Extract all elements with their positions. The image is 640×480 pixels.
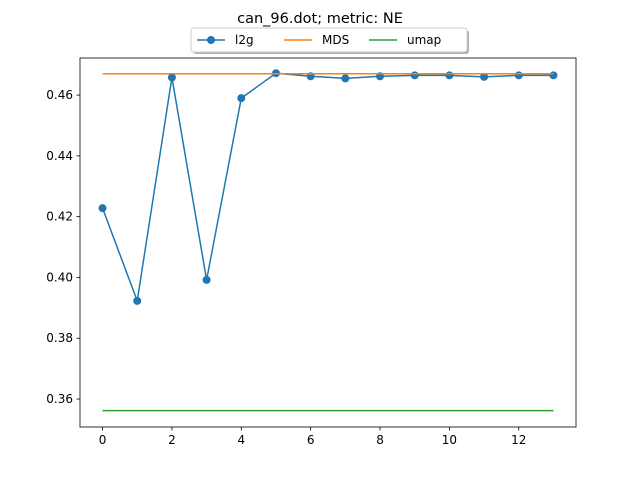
y-tick-label: 0.44 <box>46 149 73 163</box>
legend-box <box>190 27 468 53</box>
x-tick-label: 10 <box>442 433 457 447</box>
x-tick-label: 0 <box>99 433 107 447</box>
plot-area <box>79 57 577 428</box>
data-point-l2g <box>98 204 107 213</box>
data-point-l2g <box>237 94 246 103</box>
legend-entry-MDS[interactable]: MDS <box>284 33 349 47</box>
data-point-l2g <box>202 275 211 284</box>
data-point-l2g <box>514 71 523 80</box>
legend-label: l2g <box>235 33 254 47</box>
chart-title: can_96.dot; metric: NE <box>237 11 403 27</box>
x-tick-label: 4 <box>237 433 245 447</box>
legend-marker <box>207 36 215 44</box>
x-tick-label: 12 <box>511 433 526 447</box>
x-tick-label: 6 <box>307 433 315 447</box>
x-axis: 0 2 4 6 8 10 12 <box>99 427 526 447</box>
legend-label: umap <box>407 33 441 47</box>
data-point-l2g <box>341 74 350 83</box>
legend[interactable]: l2g MDS umap <box>190 27 469 54</box>
legend-entry-umap[interactable]: umap <box>369 33 441 47</box>
y-axis: 0.36 0.38 0.40 0.42 0.44 0.46 <box>46 88 80 406</box>
axes-frame <box>79 57 577 428</box>
legend-label: MDS <box>322 33 349 47</box>
data-point-l2g <box>133 296 142 305</box>
y-tick-label: 0.38 <box>46 331 73 345</box>
y-tick-label: 0.42 <box>46 210 73 224</box>
y-tick-label: 0.40 <box>46 270 73 284</box>
x-tick-label: 2 <box>168 433 176 447</box>
y-tick-label: 0.36 <box>46 392 73 406</box>
legend-entry-l2g[interactable]: l2g <box>197 33 254 47</box>
data-point-l2g <box>410 71 419 80</box>
data-point-l2g <box>445 71 454 80</box>
x-tick-label: 8 <box>376 433 384 447</box>
series-line-l2g <box>101 72 554 304</box>
series-l2g <box>98 69 558 305</box>
data-point-l2g <box>480 72 489 81</box>
y-tick-label: 0.46 <box>46 88 73 102</box>
data-point-l2g <box>549 71 558 80</box>
data-point-l2g <box>167 73 176 82</box>
series-layer <box>98 69 558 412</box>
